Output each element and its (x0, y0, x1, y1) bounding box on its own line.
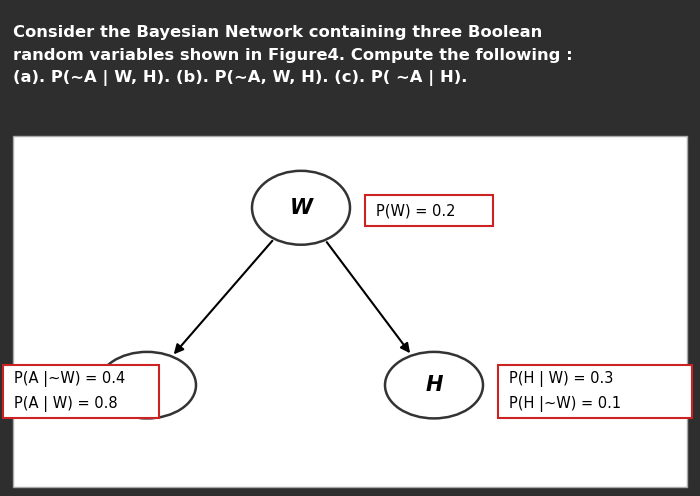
FancyBboxPatch shape (365, 195, 493, 226)
Text: Consider the Bayesian Network containing three Boolean
random variables shown in: Consider the Bayesian Network containing… (13, 25, 573, 86)
Text: P(H |∼W) = 0.1: P(H |∼W) = 0.1 (509, 396, 621, 412)
Text: H: H (426, 375, 442, 395)
Ellipse shape (385, 352, 483, 419)
Text: P(W) = 0.2: P(W) = 0.2 (376, 203, 456, 218)
Ellipse shape (98, 352, 196, 419)
Text: P(A | W) = 0.8: P(A | W) = 0.8 (14, 396, 118, 412)
Ellipse shape (252, 171, 350, 245)
Text: P(A |∼W) = 0.4: P(A |∼W) = 0.4 (14, 371, 125, 387)
FancyBboxPatch shape (3, 365, 159, 418)
Text: A: A (139, 375, 155, 395)
Text: W: W (290, 198, 312, 218)
FancyBboxPatch shape (498, 365, 692, 418)
Text: P(H | W) = 0.3: P(H | W) = 0.3 (509, 371, 613, 387)
